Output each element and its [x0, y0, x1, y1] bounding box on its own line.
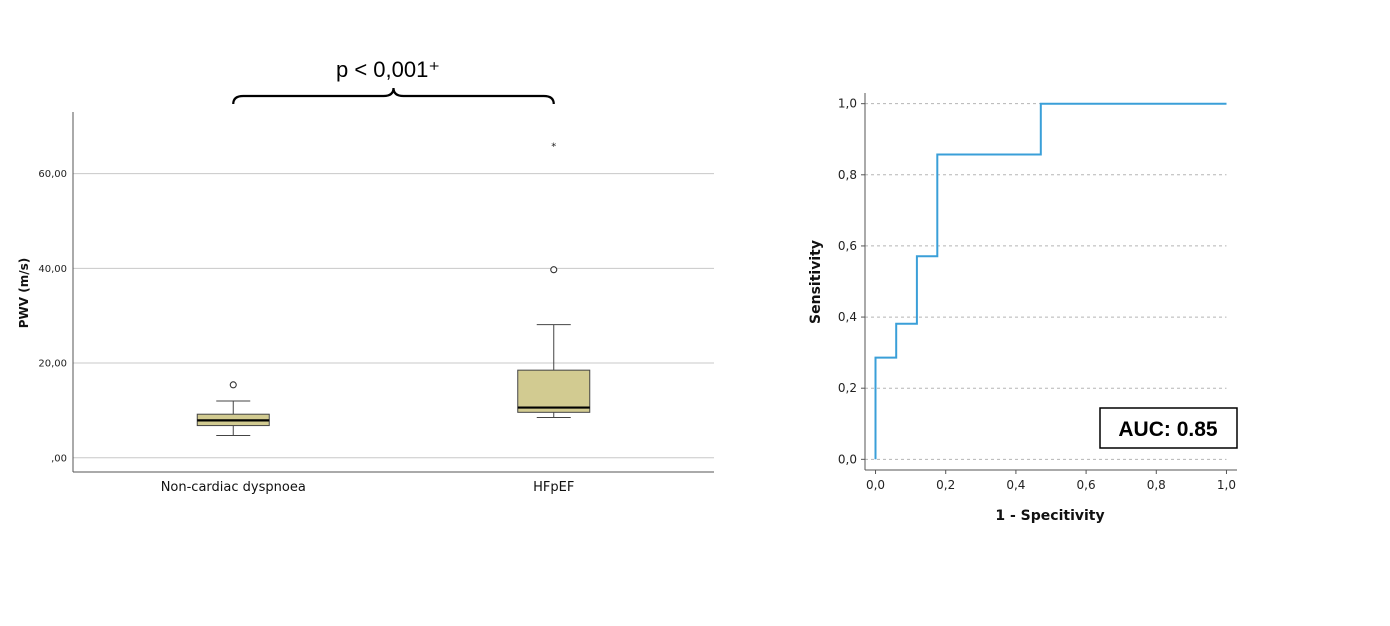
y-tick-label-2: 40,00 — [38, 264, 67, 275]
boxplot-axes — [72, 112, 714, 473]
roc-y-tick-label-0: 0,0 — [838, 452, 857, 466]
roc-x-tick-label-2: 0,4 — [1006, 478, 1025, 492]
roc-x-tick-label-0: 0,0 — [866, 478, 885, 492]
roc-x-tick-label-3: 0,6 — [1077, 478, 1096, 492]
roc-gridlines — [865, 103, 1227, 460]
auc-label: AUC: 0.85 — [1118, 418, 1218, 441]
category-label-1: HFpEF — [533, 480, 574, 495]
roc-curve-line — [874, 102, 1227, 460]
roc-y-tick-label-4: 0,8 — [838, 168, 857, 182]
boxplot-category-labels: Non-cardiac dyspnoea HFpEF — [161, 480, 575, 495]
boxplot-y-tick-labels: ,00 20,00 40,00 60,00 — [38, 169, 67, 464]
significance-brace — [232, 87, 555, 105]
roc-axes — [861, 93, 1237, 474]
roc-y-tick-label-2: 0,4 — [838, 310, 857, 324]
roc-x-tick-labels: 0,0 0,2 0,4 0,6 0,8 1,0 — [866, 478, 1236, 492]
boxplot-boxes: * — [196, 141, 591, 437]
box-0 — [196, 381, 270, 437]
box-1: * — [517, 141, 591, 419]
extreme-point-0: * — [551, 141, 556, 152]
roc-y-axis-label: Sensitivity — [808, 240, 824, 324]
y-tick-label-0: ,00 — [51, 453, 67, 464]
roc-y-tick-labels: 0,0 0,2 0,4 0,6 0,8 1,0 — [838, 97, 857, 467]
outlier-point-0 — [550, 266, 558, 274]
roc-x-tick-label-4: 0,8 — [1147, 478, 1166, 492]
pwv-boxplot: ,00 20,00 40,00 60,00 * Non-cardiac dyspnoe… — [17, 57, 714, 495]
auc-box: AUC: 0.85 — [1099, 407, 1238, 449]
boxplot-gridlines — [73, 173, 714, 459]
roc-y-tick-label-5: 1,0 — [838, 97, 857, 111]
roc-chart: 0,0 0,2 0,4 0,6 0,8 1,0 0,0 0,2 0,4 0,6 0,8 1,0 Se… — [808, 93, 1238, 524]
y-tick-label-3: 60,00 — [38, 169, 67, 180]
roc-x-axis-label: 1 - Specitivity — [995, 508, 1104, 524]
auc-box-frame — [1099, 407, 1238, 449]
roc-x-tick-label-5: 1,0 — [1217, 478, 1236, 492]
iqr-box — [517, 369, 591, 413]
roc-y-tick-label-3: 0,6 — [838, 239, 857, 253]
roc-x-tick-label-1: 0,2 — [936, 478, 955, 492]
outlier-point-0 — [229, 381, 237, 389]
boxplot-y-axis-label: PWV (m/s) — [17, 258, 31, 329]
roc-y-tick-label-1: 0,2 — [838, 381, 857, 395]
category-label-0: Non-cardiac dyspnoea — [161, 480, 306, 495]
y-tick-label-1: 20,00 — [38, 359, 67, 370]
p-value-annotation: p < 0,001⁺ — [336, 57, 440, 82]
